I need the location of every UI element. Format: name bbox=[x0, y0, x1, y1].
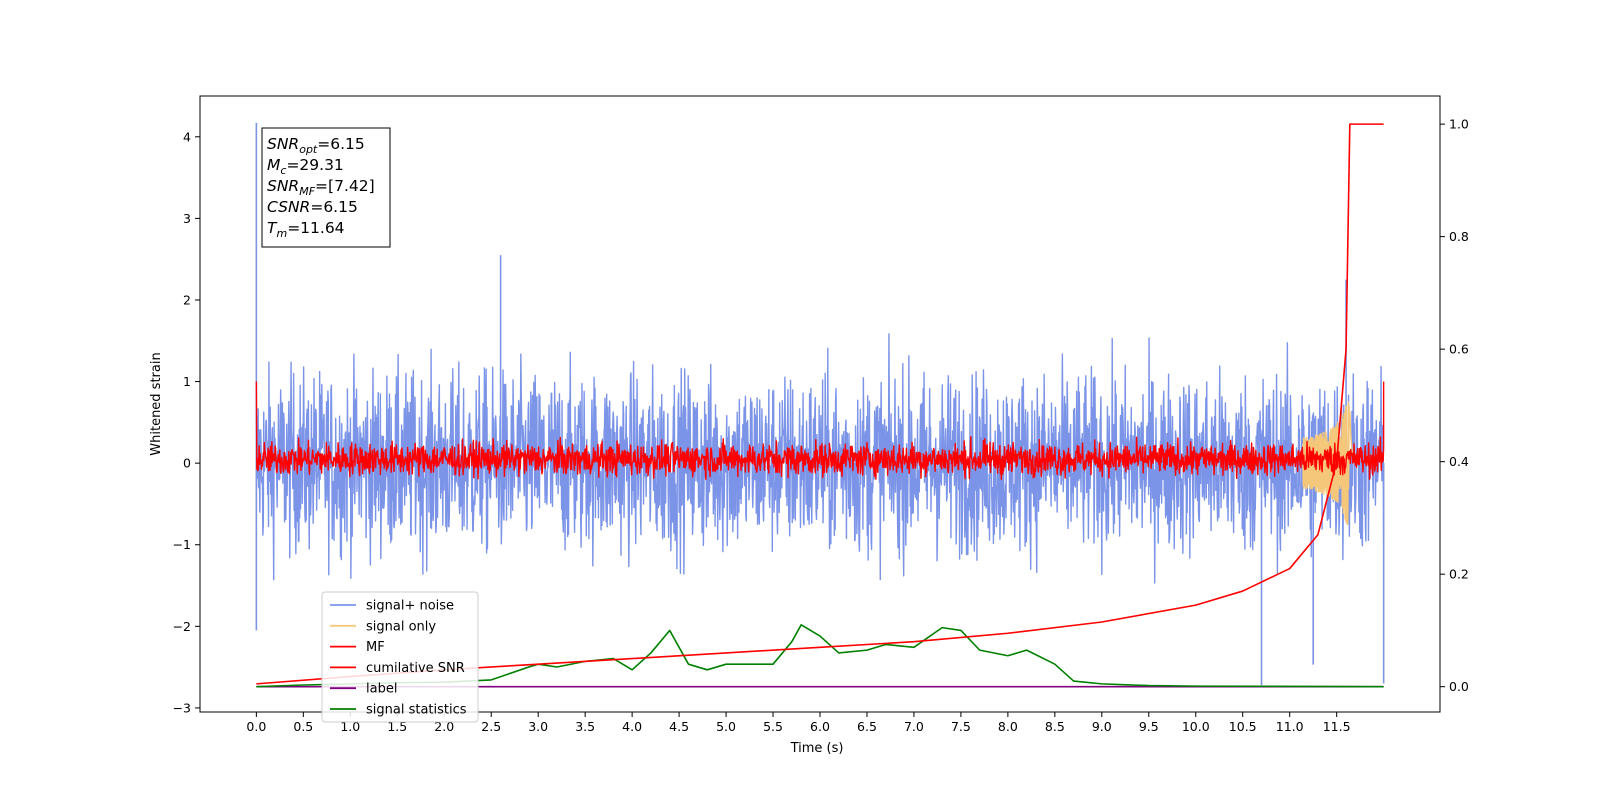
legend-label: MF bbox=[366, 640, 385, 655]
y-tick-label: −3 bbox=[173, 700, 191, 715]
x-tick-label: 5.0 bbox=[716, 719, 736, 734]
annotation-line: Tm=11.64 bbox=[267, 219, 345, 240]
legend-label: signal statistics bbox=[366, 703, 467, 718]
annotation-symbol: CSNR bbox=[267, 198, 310, 216]
y-axis-label: Whitened strain bbox=[149, 352, 164, 455]
y-tick-label: 0 bbox=[183, 456, 191, 471]
x-tick-label: 6.0 bbox=[810, 719, 830, 734]
x-tick-label: 7.0 bbox=[904, 719, 924, 734]
y2-tick-label: 0.4 bbox=[1449, 454, 1469, 469]
x-tick-label: 3.0 bbox=[528, 719, 548, 734]
annotation-frame bbox=[261, 127, 391, 248]
x-axis: 0.0 0.5 1.0 1.5 2.0 2.5 3.0 3.5 4.0 4.5 5.0 5.5 6.0 6… bbox=[246, 712, 1351, 734]
x-tick-label: 8.0 bbox=[998, 719, 1018, 734]
x-tick-label: 8.5 bbox=[1045, 719, 1065, 734]
annotation-subscript: c bbox=[280, 164, 286, 177]
stats-annotation-box: SNRopt=6.15Mc=29.31SNRMF=[7.42]CSNR=6.15… bbox=[261, 127, 391, 248]
legend-frame bbox=[321, 591, 479, 723]
x-tick-label: 10.5 bbox=[1229, 719, 1257, 734]
x-tick-label: 7.5 bbox=[951, 719, 971, 734]
annotation-value: =6.15 bbox=[310, 198, 358, 216]
y2-tick-label: 0.6 bbox=[1449, 342, 1469, 357]
annotation-symbol: M bbox=[267, 156, 280, 174]
series-mf bbox=[255, 381, 1385, 481]
y-axis-right: 0.0 0.2 0.4 0.6 0.8 1.0 bbox=[1440, 117, 1469, 694]
annotation-value: =[7.42] bbox=[315, 177, 375, 195]
y-tick-label: 4 bbox=[183, 129, 191, 144]
legend: signal+ noise signal only MF cumilative SNR… bbox=[321, 591, 479, 723]
x-tick-label: 9.0 bbox=[1092, 719, 1112, 734]
y2-tick-label: 0.0 bbox=[1449, 679, 1469, 694]
series-signal-noise bbox=[255, 333, 1385, 584]
y-tick-label: 2 bbox=[183, 292, 191, 307]
y2-tick-label: 0.2 bbox=[1449, 567, 1469, 582]
annotation-value: =6.15 bbox=[317, 135, 365, 153]
y2-tick-label: 0.8 bbox=[1449, 229, 1469, 244]
y-tick-label: −2 bbox=[173, 619, 191, 634]
x-tick-label: 1.5 bbox=[387, 719, 407, 734]
annotation-line: SNRopt=6.15 bbox=[267, 135, 365, 156]
annotation-symbol: T bbox=[267, 219, 278, 237]
annotation-line: SNRMF=[7.42] bbox=[267, 177, 375, 198]
x-tick-label: 6.5 bbox=[857, 719, 877, 734]
series-cumulative-snr bbox=[256, 123, 1384, 685]
legend-label: label bbox=[366, 682, 397, 697]
x-tick-label: 5.5 bbox=[763, 719, 783, 734]
y-tick-label: 3 bbox=[183, 211, 191, 226]
x-tick-label: 9.5 bbox=[1139, 719, 1159, 734]
annotation-subscript: MF bbox=[299, 185, 315, 198]
x-tick-label: 10.0 bbox=[1182, 719, 1210, 734]
annotation-line: Mc=29.31 bbox=[267, 156, 344, 177]
x-tick-label: 2.0 bbox=[434, 719, 454, 734]
series-signal-only bbox=[1302, 401, 1360, 525]
legend-label: cumilative SNR bbox=[366, 661, 465, 676]
legend-label: signal only bbox=[366, 619, 436, 634]
annotation-line: CSNR=6.15 bbox=[267, 198, 358, 216]
annotation-subscript: opt bbox=[299, 143, 318, 156]
x-tick-label: 11.0 bbox=[1276, 719, 1304, 734]
x-tick-label: 1.0 bbox=[340, 719, 360, 734]
annotation-subscript: m bbox=[276, 227, 287, 240]
y-tick-label: −1 bbox=[173, 537, 191, 552]
x-tick-label: 4.5 bbox=[669, 719, 689, 734]
x-tick-label: 4.0 bbox=[622, 719, 642, 734]
x-tick-label: 0.5 bbox=[293, 719, 313, 734]
annotation-symbol: SNR bbox=[267, 135, 299, 153]
x-tick-label: 0.0 bbox=[246, 719, 266, 734]
x-axis-label: Time (s) bbox=[790, 741, 844, 756]
annotation-symbol: SNR bbox=[267, 177, 299, 195]
annotation-value: =29.31 bbox=[286, 156, 343, 174]
legend-label: signal+ noise bbox=[366, 599, 454, 614]
y2-tick-label: 1.0 bbox=[1449, 117, 1469, 132]
x-tick-label: 3.5 bbox=[575, 719, 595, 734]
x-tick-label: 2.5 bbox=[481, 719, 501, 734]
annotation-value: =11.64 bbox=[287, 219, 344, 237]
y-axis-left: −3 −2 −1 0 1 2 3 4 bbox=[173, 129, 200, 715]
x-tick-label: 11.5 bbox=[1323, 719, 1351, 734]
y-tick-label: 1 bbox=[183, 374, 191, 389]
series-signal-statistics bbox=[256, 624, 1384, 688]
